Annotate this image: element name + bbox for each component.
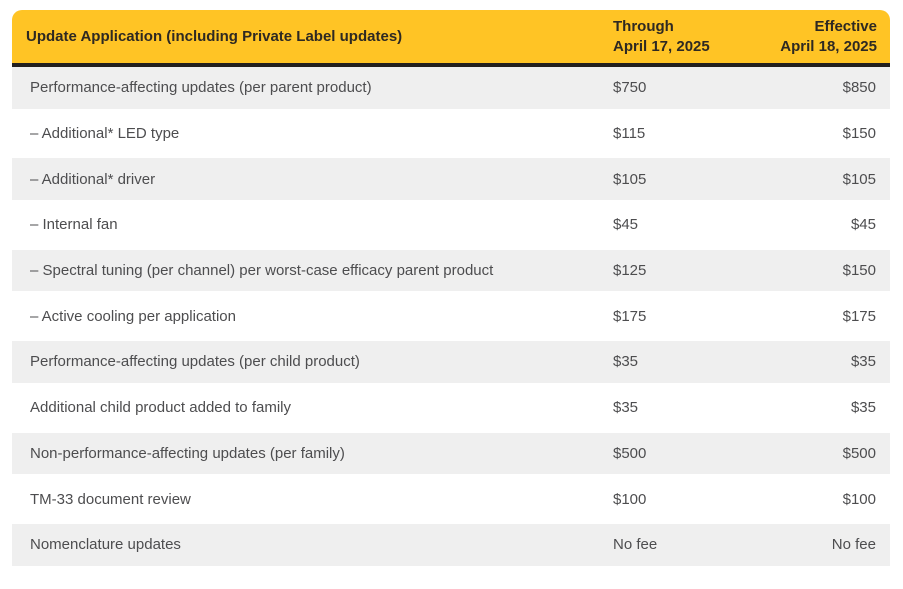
- row-through-value: $105: [613, 170, 647, 188]
- table-row: Performance-affecting updates (per child…: [12, 341, 890, 383]
- row-through-value: $35: [613, 399, 639, 417]
- fee-table-body: Performance-affecting updates (per paren…: [12, 67, 890, 566]
- row-label: Additional child product added to family: [30, 399, 291, 417]
- header-update-application: Update Application (including Private La…: [26, 27, 403, 45]
- table-row: Additional child product added to family…: [12, 386, 890, 429]
- table-row: Non-performance-affecting updates (per f…: [12, 432, 890, 475]
- row-label: Nomenclature updates: [30, 536, 181, 554]
- row-through-value: $45: [613, 216, 639, 234]
- row-effective-value: $850: [842, 79, 876, 97]
- table-row: Nomenclature updates No fee No fee: [12, 523, 890, 566]
- row-label: – Internal fan: [30, 216, 118, 234]
- row-through-value: $125: [613, 262, 647, 280]
- row-through-value: $175: [613, 307, 647, 325]
- row-effective-value: $35: [850, 399, 876, 417]
- table-row: – Additional* LED type $115 $150: [12, 112, 890, 155]
- row-effective-value: $175: [842, 307, 876, 325]
- table-row: TM-33 document review $100 $100: [12, 478, 890, 520]
- table-row: Performance-affecting updates (per paren…: [12, 67, 890, 109]
- row-through-value: $35: [613, 353, 639, 371]
- table-row: – Spectral tuning (per channel) per wors…: [12, 249, 890, 292]
- row-through-value: $500: [613, 444, 647, 462]
- row-effective-value: $150: [842, 262, 876, 280]
- row-label: – Additional* LED type: [30, 125, 180, 143]
- table-row: – Additional* driver $105 $105: [12, 158, 890, 201]
- row-label: Non-performance-affecting updates (per f…: [30, 444, 345, 462]
- row-through-value: $100: [613, 490, 647, 508]
- row-label: TM-33 document review: [30, 490, 191, 508]
- header-through-date: Through April 17, 2025: [613, 17, 753, 56]
- row-effective-value: $45: [850, 216, 876, 234]
- header-through-line2: April 17, 2025: [613, 37, 710, 55]
- row-effective-value: $150: [842, 125, 876, 143]
- header-effective-line2: April 18, 2025: [780, 37, 877, 55]
- header-effective-line1: Effective: [814, 18, 877, 35]
- row-label: – Active cooling per application: [30, 307, 236, 325]
- table-row: – Internal fan $45 $45: [12, 204, 890, 246]
- row-through-value: $115: [613, 125, 646, 143]
- fee-table-header: Update Application (including Private La…: [12, 10, 890, 67]
- row-through-value: No fee: [613, 536, 658, 554]
- row-through-value: $750: [613, 79, 647, 97]
- row-effective-value: $100: [842, 490, 876, 508]
- row-effective-value: $500: [842, 444, 876, 462]
- row-label: – Additional* driver: [30, 170, 156, 188]
- header-through-line1: Through: [613, 18, 674, 35]
- row-effective-value: $35: [850, 353, 876, 371]
- row-effective-value: No fee: [831, 536, 876, 554]
- fee-table: Update Application (including Private La…: [12, 10, 890, 570]
- row-label: Performance-affecting updates (per paren…: [30, 79, 372, 97]
- table-row: – Active cooling per application $175 $1…: [12, 295, 890, 338]
- row-effective-value: $105: [842, 170, 876, 188]
- header-effective-date: Effective April 18, 2025: [753, 17, 890, 56]
- row-label: – Spectral tuning (per channel) per wors…: [30, 262, 494, 280]
- row-label: Performance-affecting updates (per child…: [30, 353, 360, 371]
